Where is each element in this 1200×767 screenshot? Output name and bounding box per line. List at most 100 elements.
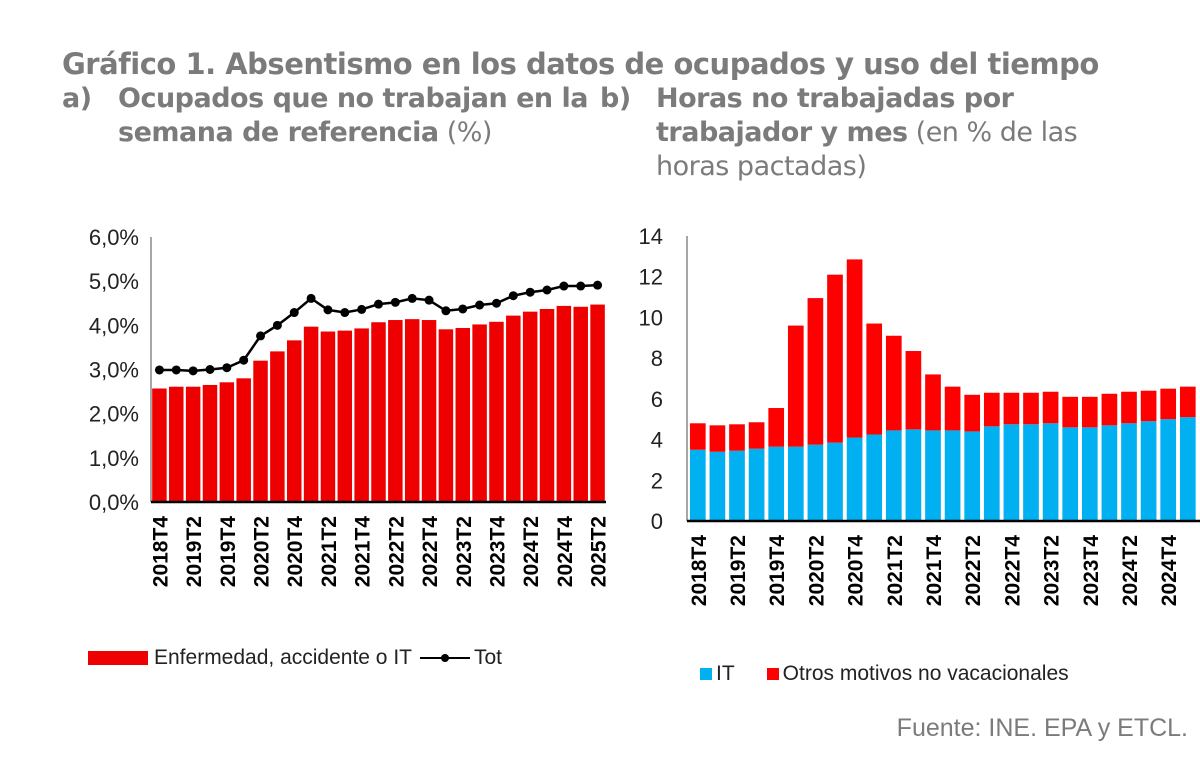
total-point (357, 304, 367, 314)
panel-a-title: a) Ocupados que no trabajan en la semana… (62, 82, 589, 162)
x-tick-label: 2020T4 (845, 535, 868, 607)
total-point (256, 331, 266, 341)
bar (590, 304, 605, 502)
legend-it-swatch (700, 668, 712, 680)
bar-other (1062, 396, 1079, 428)
total-point (576, 281, 586, 291)
y-tick-label: 0 (651, 509, 663, 534)
y-tick-label: 1,0% (89, 446, 139, 471)
panel-b-title-line3: horas pactadas) (656, 151, 867, 182)
bar (152, 388, 167, 502)
y-tick-label: 6,0% (89, 225, 139, 250)
bar-other (729, 424, 745, 451)
bar-other (1101, 393, 1118, 426)
panel-b-title: b) Horas no trabajadas por trabajador y … (600, 82, 1160, 202)
bar (489, 321, 504, 502)
legend-other-label: Otros motivos no vacacionales (782, 662, 1069, 685)
bar-it (807, 444, 824, 521)
total-point (441, 306, 451, 316)
total-point (390, 297, 400, 307)
x-tick-label: 2024T2 (520, 516, 543, 587)
legend-other-swatch (766, 668, 779, 680)
bar (472, 324, 487, 502)
bar (404, 319, 420, 502)
x-tick-label: 2024T4 (1158, 535, 1181, 607)
bar-other (925, 374, 941, 431)
y-tick-label: 4 (651, 428, 663, 453)
panel-a-title-text: Ocupados que no trabajan en la semana de… (118, 82, 589, 150)
x-tick-label: 2025T2 (588, 516, 611, 587)
total-point (340, 308, 350, 318)
bar-it (689, 449, 706, 521)
panel-a-title-line2: semana de referencia (118, 117, 439, 148)
x-tick-label: 2021T4 (923, 535, 946, 607)
bar (371, 322, 386, 502)
bar (438, 329, 454, 502)
panel-b-title-text: Horas no trabajadas por trabajador y mes… (656, 82, 1078, 184)
bar-it (787, 446, 804, 521)
x-tick-label: 2024T4 (554, 516, 577, 588)
bar-other (1023, 392, 1039, 425)
total-point (323, 305, 333, 315)
bar-other (846, 259, 863, 438)
x-tick-label: 2019T4 (217, 516, 240, 588)
bar-other (787, 325, 804, 447)
y-tick-label: 0,0% (89, 490, 139, 515)
panel-a-label: a) (62, 83, 92, 114)
x-tick-label: 2023T4 (486, 516, 509, 588)
x-tick-label: 2021T2 (884, 535, 907, 606)
bar-other (1179, 386, 1196, 418)
y-tick-label: 14 (639, 224, 663, 249)
x-tick-label: 2022T4 (1001, 535, 1024, 607)
total-point (424, 295, 434, 305)
bar (522, 311, 538, 502)
bar-it (925, 430, 941, 521)
panel-b-label: b) (600, 83, 631, 114)
total-point (205, 365, 215, 374)
bar-it (846, 437, 863, 521)
panel-a-title-line1: Ocupados que no trabajan en la (118, 83, 589, 114)
bar-it (768, 446, 785, 521)
legend-bar-swatch (88, 651, 148, 665)
x-tick-label: 2020T4 (284, 516, 307, 588)
bar-it (1121, 423, 1137, 521)
bar-other (964, 394, 981, 432)
total-point (508, 291, 518, 301)
bar-other (1042, 391, 1059, 424)
bar (202, 384, 218, 502)
legend-line-swatch (419, 654, 470, 662)
bar (270, 351, 285, 502)
x-tick-label: 2020T2 (805, 535, 828, 606)
y-tick-label: 6 (651, 387, 663, 412)
legend-a: Enfermedad, accidente o IT Tot (88, 646, 502, 670)
total-point (542, 285, 552, 295)
y-tick-label: 10 (639, 305, 663, 330)
bar-other (983, 392, 1000, 427)
total-point (593, 280, 603, 290)
bar (455, 327, 471, 502)
bar (219, 382, 235, 502)
panel-b-title-line1: Horas no trabajadas por (656, 83, 1014, 114)
bar (388, 320, 403, 502)
y-tick-label: 8 (651, 346, 663, 371)
total-point (475, 300, 485, 310)
total-point (171, 365, 181, 375)
y-tick-label: 3,0% (89, 358, 139, 383)
bar-other (885, 335, 902, 431)
bar-it (944, 430, 961, 521)
y-tick-label: 2,0% (89, 402, 139, 427)
total-point (306, 293, 316, 303)
bar-other (1003, 392, 1020, 425)
total-point (525, 287, 535, 297)
bar (253, 360, 268, 502)
bar-other (827, 274, 843, 443)
bar (236, 378, 251, 502)
bar-other (1121, 391, 1137, 424)
bar-it (866, 434, 883, 521)
total-point (272, 320, 282, 330)
x-tick-label: 2019T4 (766, 535, 789, 607)
x-tick-label: 2021T2 (318, 516, 341, 587)
y-tick-label: 2 (651, 468, 663, 493)
total-point (374, 299, 383, 309)
x-tick-label: 2023T2 (1041, 535, 1064, 606)
